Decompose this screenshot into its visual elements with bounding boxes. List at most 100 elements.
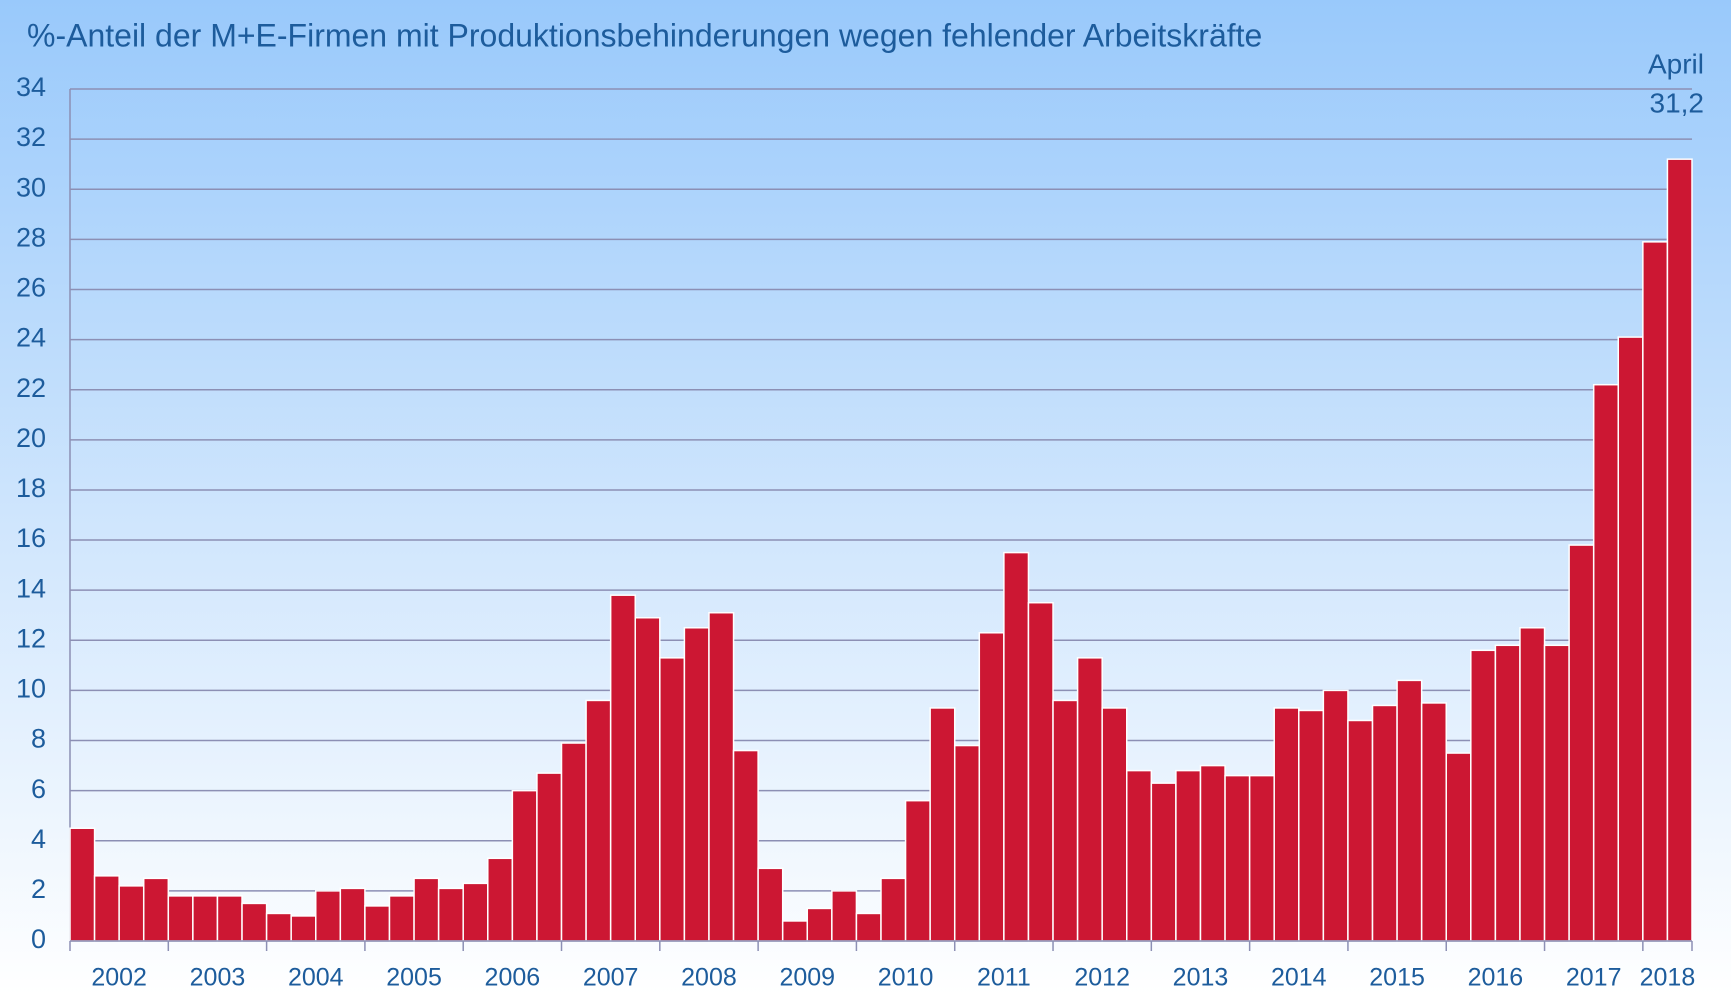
x-tick-label: 2011 bbox=[977, 964, 1031, 992]
bar bbox=[1322, 689, 1349, 942]
x-tick-label: 2017 bbox=[1566, 964, 1622, 992]
bar bbox=[1076, 657, 1103, 942]
bar bbox=[1543, 644, 1570, 942]
x-tick-label: 2003 bbox=[190, 964, 246, 992]
bar bbox=[978, 632, 1005, 942]
bar bbox=[1126, 769, 1153, 942]
x-tick-label: 2010 bbox=[878, 964, 934, 992]
bar bbox=[388, 895, 415, 942]
bar bbox=[1371, 704, 1398, 942]
bar bbox=[511, 789, 538, 942]
bar bbox=[904, 799, 931, 942]
bar bbox=[1519, 627, 1546, 942]
bar bbox=[167, 895, 194, 942]
bar bbox=[585, 699, 612, 942]
bar bbox=[1052, 699, 1079, 942]
x-tick-label: 2009 bbox=[779, 964, 835, 992]
y-tick-label: 34 bbox=[16, 72, 46, 102]
x-tick-label: 2006 bbox=[485, 964, 541, 992]
y-tick-label: 6 bbox=[31, 774, 46, 804]
bar bbox=[880, 877, 907, 942]
y-tick-label: 12 bbox=[16, 623, 46, 653]
bar bbox=[560, 742, 587, 942]
bar bbox=[315, 890, 342, 942]
bar bbox=[536, 772, 563, 942]
bar bbox=[364, 905, 391, 942]
y-tick-label: 2 bbox=[31, 874, 46, 904]
bar bbox=[216, 895, 243, 942]
bar bbox=[69, 827, 96, 942]
y-tick-label: 18 bbox=[16, 473, 46, 503]
bar bbox=[634, 616, 661, 942]
bar bbox=[1150, 782, 1177, 942]
bar bbox=[708, 611, 735, 942]
bar bbox=[659, 657, 686, 942]
bar bbox=[1617, 336, 1644, 942]
y-tick-label: 0 bbox=[31, 924, 46, 954]
bar bbox=[142, 877, 170, 942]
bar bbox=[1642, 241, 1669, 942]
bar bbox=[609, 594, 636, 942]
bar bbox=[1027, 601, 1054, 942]
bar bbox=[462, 882, 489, 942]
y-tick-label: 14 bbox=[16, 573, 46, 603]
bar bbox=[487, 857, 514, 942]
y-tick-label: 24 bbox=[16, 323, 46, 353]
y-tick-label: 10 bbox=[16, 674, 46, 704]
x-tick-label: 2012 bbox=[1074, 964, 1130, 992]
bar bbox=[1445, 752, 1472, 942]
x-tick-label: 2004 bbox=[288, 964, 344, 992]
bar bbox=[929, 707, 956, 942]
bar bbox=[1003, 551, 1030, 942]
x-tick-label: 2015 bbox=[1369, 964, 1425, 992]
bar bbox=[1666, 158, 1693, 942]
x-tick-label: 2007 bbox=[583, 964, 639, 992]
bar bbox=[757, 867, 784, 942]
bar bbox=[93, 875, 120, 942]
y-tick-label: 32 bbox=[16, 122, 46, 152]
bar bbox=[118, 885, 145, 942]
bar bbox=[1396, 679, 1423, 942]
y-tick-label: 26 bbox=[16, 273, 46, 303]
bar bbox=[1248, 774, 1275, 942]
bar bbox=[1273, 707, 1300, 942]
bar bbox=[855, 912, 882, 942]
bar bbox=[732, 749, 759, 942]
bar bbox=[1494, 644, 1521, 942]
bar bbox=[1175, 769, 1202, 942]
bar bbox=[1298, 709, 1325, 942]
y-tick-label: 20 bbox=[16, 423, 46, 453]
bar bbox=[241, 902, 268, 942]
bar bbox=[683, 627, 710, 942]
bar bbox=[265, 912, 292, 942]
y-tick-label: 4 bbox=[31, 824, 46, 854]
annotation: April bbox=[1648, 49, 1704, 80]
bar bbox=[437, 887, 464, 942]
bar bbox=[413, 877, 440, 942]
bar bbox=[192, 895, 219, 942]
x-tick-label: 2002 bbox=[91, 964, 147, 992]
bar bbox=[806, 907, 833, 942]
bar bbox=[1199, 764, 1226, 942]
x-tick-label: 2016 bbox=[1468, 964, 1524, 992]
bar bbox=[831, 890, 858, 942]
bar bbox=[1568, 544, 1595, 942]
x-tick-label: 2013 bbox=[1173, 964, 1229, 992]
bar bbox=[1101, 707, 1128, 942]
bar bbox=[1420, 702, 1447, 942]
bar bbox=[1347, 719, 1374, 942]
y-tick-label: 28 bbox=[16, 222, 46, 252]
chart-title: %-Anteil der M+E-Firmen mit Produktionsb… bbox=[27, 17, 1262, 53]
data-label: 31,2 bbox=[1650, 88, 1705, 119]
bar bbox=[339, 887, 366, 942]
x-tick-label: 2008 bbox=[681, 964, 737, 992]
bar bbox=[1470, 649, 1497, 942]
bar bbox=[290, 915, 317, 942]
y-tick-label: 30 bbox=[16, 172, 46, 202]
x-tick-label: 2014 bbox=[1271, 964, 1327, 992]
bar bbox=[953, 744, 981, 942]
y-tick-label: 8 bbox=[31, 724, 46, 754]
x-tick-label: 2005 bbox=[386, 964, 442, 992]
y-tick-label: 16 bbox=[16, 523, 46, 553]
